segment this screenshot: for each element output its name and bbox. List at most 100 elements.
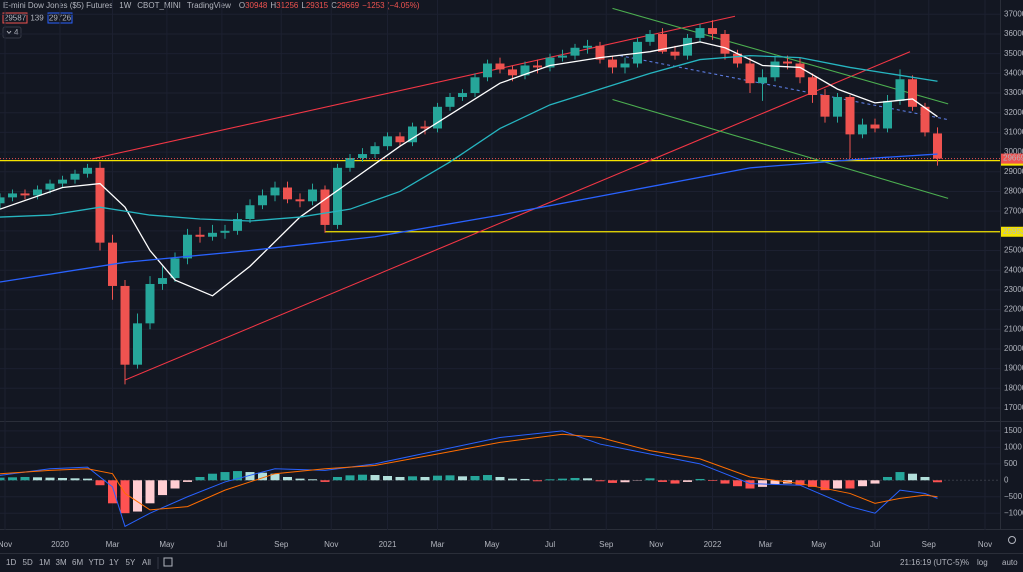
candle-body xyxy=(858,124,867,135)
badge-box xyxy=(2,12,28,24)
histogram-bar xyxy=(745,480,755,489)
x-tick-label: Sep xyxy=(274,540,289,549)
histogram-bar xyxy=(183,480,192,482)
histogram-bar xyxy=(308,479,317,481)
candle-body xyxy=(283,187,292,200)
y-tick-label: 28000 xyxy=(1004,187,1023,196)
symbol-name: E-mini Dow Jones ($5) Futures xyxy=(3,1,113,10)
range-button[interactable]: 3M xyxy=(56,558,67,567)
axis-option[interactable]: log xyxy=(977,558,988,567)
candle-body xyxy=(783,61,792,64)
histogram-bar xyxy=(658,480,667,482)
range-button[interactable]: 1Y xyxy=(109,558,119,567)
macd-line xyxy=(0,430,938,528)
x-tick-label: Mar xyxy=(431,540,445,549)
candle-body xyxy=(870,124,880,129)
clock: 21:16:19 (UTC-5) xyxy=(900,558,963,567)
y-tick-label: 20000 xyxy=(1004,344,1023,353)
price-label-box xyxy=(1001,226,1023,237)
histogram-bar xyxy=(420,476,430,481)
histogram-bar xyxy=(908,473,917,481)
x-tick-label: Jul xyxy=(545,540,555,549)
price-label: 25953 xyxy=(1003,227,1023,236)
ohlc-key: O xyxy=(239,1,245,10)
histogram-bar xyxy=(320,480,330,482)
histogram-bar xyxy=(83,478,92,481)
candle-body xyxy=(808,77,817,96)
histogram-bar xyxy=(345,475,355,481)
histogram-bar xyxy=(158,480,167,496)
candle-body xyxy=(133,323,142,365)
range-button[interactable]: 1M xyxy=(39,558,50,567)
indicator-toggle[interactable] xyxy=(2,26,22,39)
y-tick-label: 31000 xyxy=(1004,128,1023,137)
candle-body xyxy=(745,63,755,84)
histogram-bar xyxy=(708,480,717,481)
y-tick-label: 36000 xyxy=(1004,29,1023,38)
histogram-bar xyxy=(58,477,67,481)
candle-body xyxy=(320,189,330,225)
histogram-bar xyxy=(870,480,880,484)
trend-line xyxy=(612,7,949,105)
candle-body xyxy=(433,106,442,129)
moving-average xyxy=(0,41,938,297)
exchange: CBOT_MINI xyxy=(137,1,181,10)
ohlc-value: 29315 xyxy=(306,1,329,10)
candle-body xyxy=(20,193,30,196)
y-tick-label: 30000 xyxy=(1004,147,1023,156)
x-tick-label: 2022 xyxy=(704,540,722,549)
histogram-bar xyxy=(545,479,555,481)
badge: 29587 xyxy=(4,14,27,23)
histogram-bar xyxy=(495,476,505,481)
histogram-bar xyxy=(208,473,217,481)
range-button[interactable]: 6M xyxy=(72,558,83,567)
candle-body xyxy=(358,154,367,158)
x-tick-label: Jul xyxy=(870,540,880,549)
histogram-bar xyxy=(245,472,255,481)
histogram-bar xyxy=(833,480,842,489)
x-tick-label: Sep xyxy=(599,540,614,549)
histogram-bar xyxy=(558,478,567,481)
candle-body xyxy=(58,179,67,184)
histogram-bar xyxy=(570,477,580,481)
candle-body xyxy=(508,69,517,76)
histogram-bar xyxy=(445,475,455,481)
x-tick-label: Nov xyxy=(0,540,12,549)
price-pane xyxy=(0,0,1000,530)
range-button[interactable]: YTD xyxy=(89,558,105,567)
axis-option[interactable]: auto xyxy=(1002,558,1018,567)
histogram-bar xyxy=(920,476,930,481)
x-tick-label: Nov xyxy=(324,540,338,549)
range-button[interactable]: All xyxy=(142,558,151,567)
candle-body xyxy=(608,59,617,68)
candle-body xyxy=(883,100,892,129)
candle-body xyxy=(333,167,342,225)
candle-body xyxy=(895,79,905,101)
toolbar: 1D 5D 1M 3M 6M YTD 1Y 5Y All 21:16:19 (UTC-5)% log… xyxy=(6,557,1018,569)
moving-average xyxy=(0,153,938,283)
range-button[interactable]: 1D xyxy=(6,558,16,567)
candle-body xyxy=(645,33,655,42)
candle-body xyxy=(683,37,692,56)
candle-body xyxy=(383,136,392,147)
settings-icon[interactable] xyxy=(1008,536,1016,544)
y-tick-label: 34000 xyxy=(1004,68,1023,77)
y-tick-label: 500 xyxy=(1004,459,1018,468)
histogram-bar xyxy=(458,476,467,481)
histogram-bar xyxy=(520,478,530,481)
candle-body xyxy=(8,193,17,198)
histogram-bar xyxy=(795,480,805,486)
histogram-bar xyxy=(645,478,655,481)
histogram-bar xyxy=(770,480,780,485)
axis-option[interactable]: % xyxy=(962,558,969,567)
macd-pane xyxy=(0,430,1000,528)
range-button[interactable]: 5Y xyxy=(126,558,136,567)
candle-body xyxy=(295,199,305,202)
candle-body xyxy=(795,63,805,78)
y-tick-label: −500 xyxy=(1004,492,1023,501)
histogram-bar xyxy=(283,476,292,481)
range-button[interactable]: 5D xyxy=(23,558,33,567)
calendar-icon[interactable] xyxy=(163,557,173,567)
